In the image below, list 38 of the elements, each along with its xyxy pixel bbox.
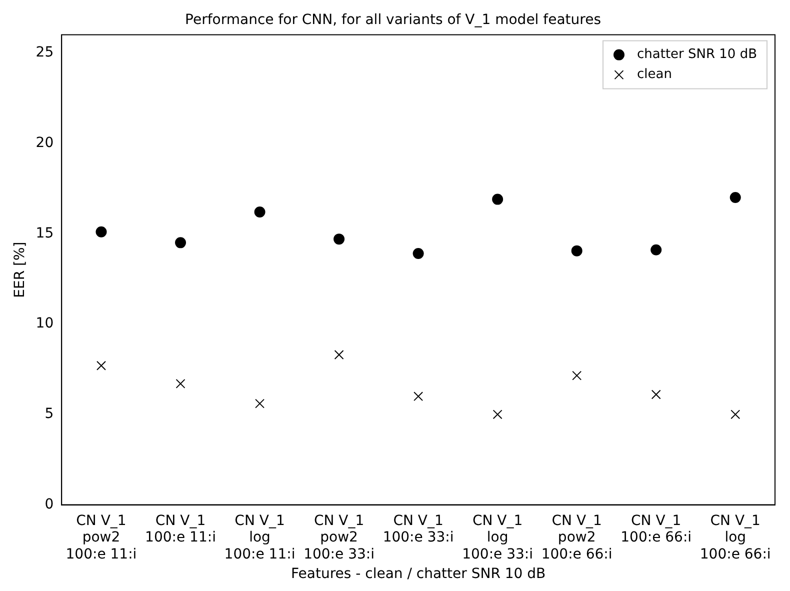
point xyxy=(96,226,107,238)
x-tick-label: CN V_1 pow2 100:e 33:i xyxy=(304,512,375,562)
point xyxy=(730,192,741,203)
legend-label: clean xyxy=(636,67,672,82)
y-tick-label: 10 xyxy=(36,316,54,332)
y-tick-label: 15 xyxy=(36,225,54,242)
x-tick-label: CN V_1 pow2 100:e 66:i xyxy=(541,512,612,562)
point xyxy=(414,392,424,402)
y-tick-label: 0 xyxy=(44,496,54,512)
point xyxy=(96,360,106,370)
point xyxy=(334,234,345,245)
y-tick-label: 20 xyxy=(36,134,54,151)
point xyxy=(492,194,504,205)
y-tick-label: 25 xyxy=(36,44,54,61)
point xyxy=(572,370,582,380)
point xyxy=(334,350,344,360)
y-tick-label: 5 xyxy=(44,406,54,422)
y-axis-title: EER [%] xyxy=(12,242,28,298)
point xyxy=(730,410,740,420)
chart-title: Performance for CNN, for all variants of V_1 model features xyxy=(185,12,601,28)
point xyxy=(571,245,582,256)
point xyxy=(412,248,424,260)
point xyxy=(651,390,661,400)
x-tick-label: CN V_1 log 100:e 33:i xyxy=(462,512,534,562)
legend-label: chatter SNR 10 dB xyxy=(636,47,758,62)
x-tick-label: CN V_1 log 100:e 11:i xyxy=(224,512,296,562)
x-tick-label: CN V_1 pow2 100:e 11:i xyxy=(66,512,137,562)
point xyxy=(176,378,186,388)
point xyxy=(255,398,265,408)
point xyxy=(175,237,186,248)
x-tick-label: CN V_1 100:e 33:i xyxy=(382,512,454,546)
point xyxy=(650,244,662,256)
x-tick-label: CN V_1 100:e 11:i xyxy=(145,512,216,546)
x-tick-label: CN V_1 100:e 66:i xyxy=(620,512,692,546)
x-tick-label: CN V_1 log 100:e 66:i xyxy=(700,512,771,562)
x-axis-title: Features - clean / chatter SNR 10 dB xyxy=(290,566,546,582)
point xyxy=(254,206,266,218)
point xyxy=(492,410,502,420)
